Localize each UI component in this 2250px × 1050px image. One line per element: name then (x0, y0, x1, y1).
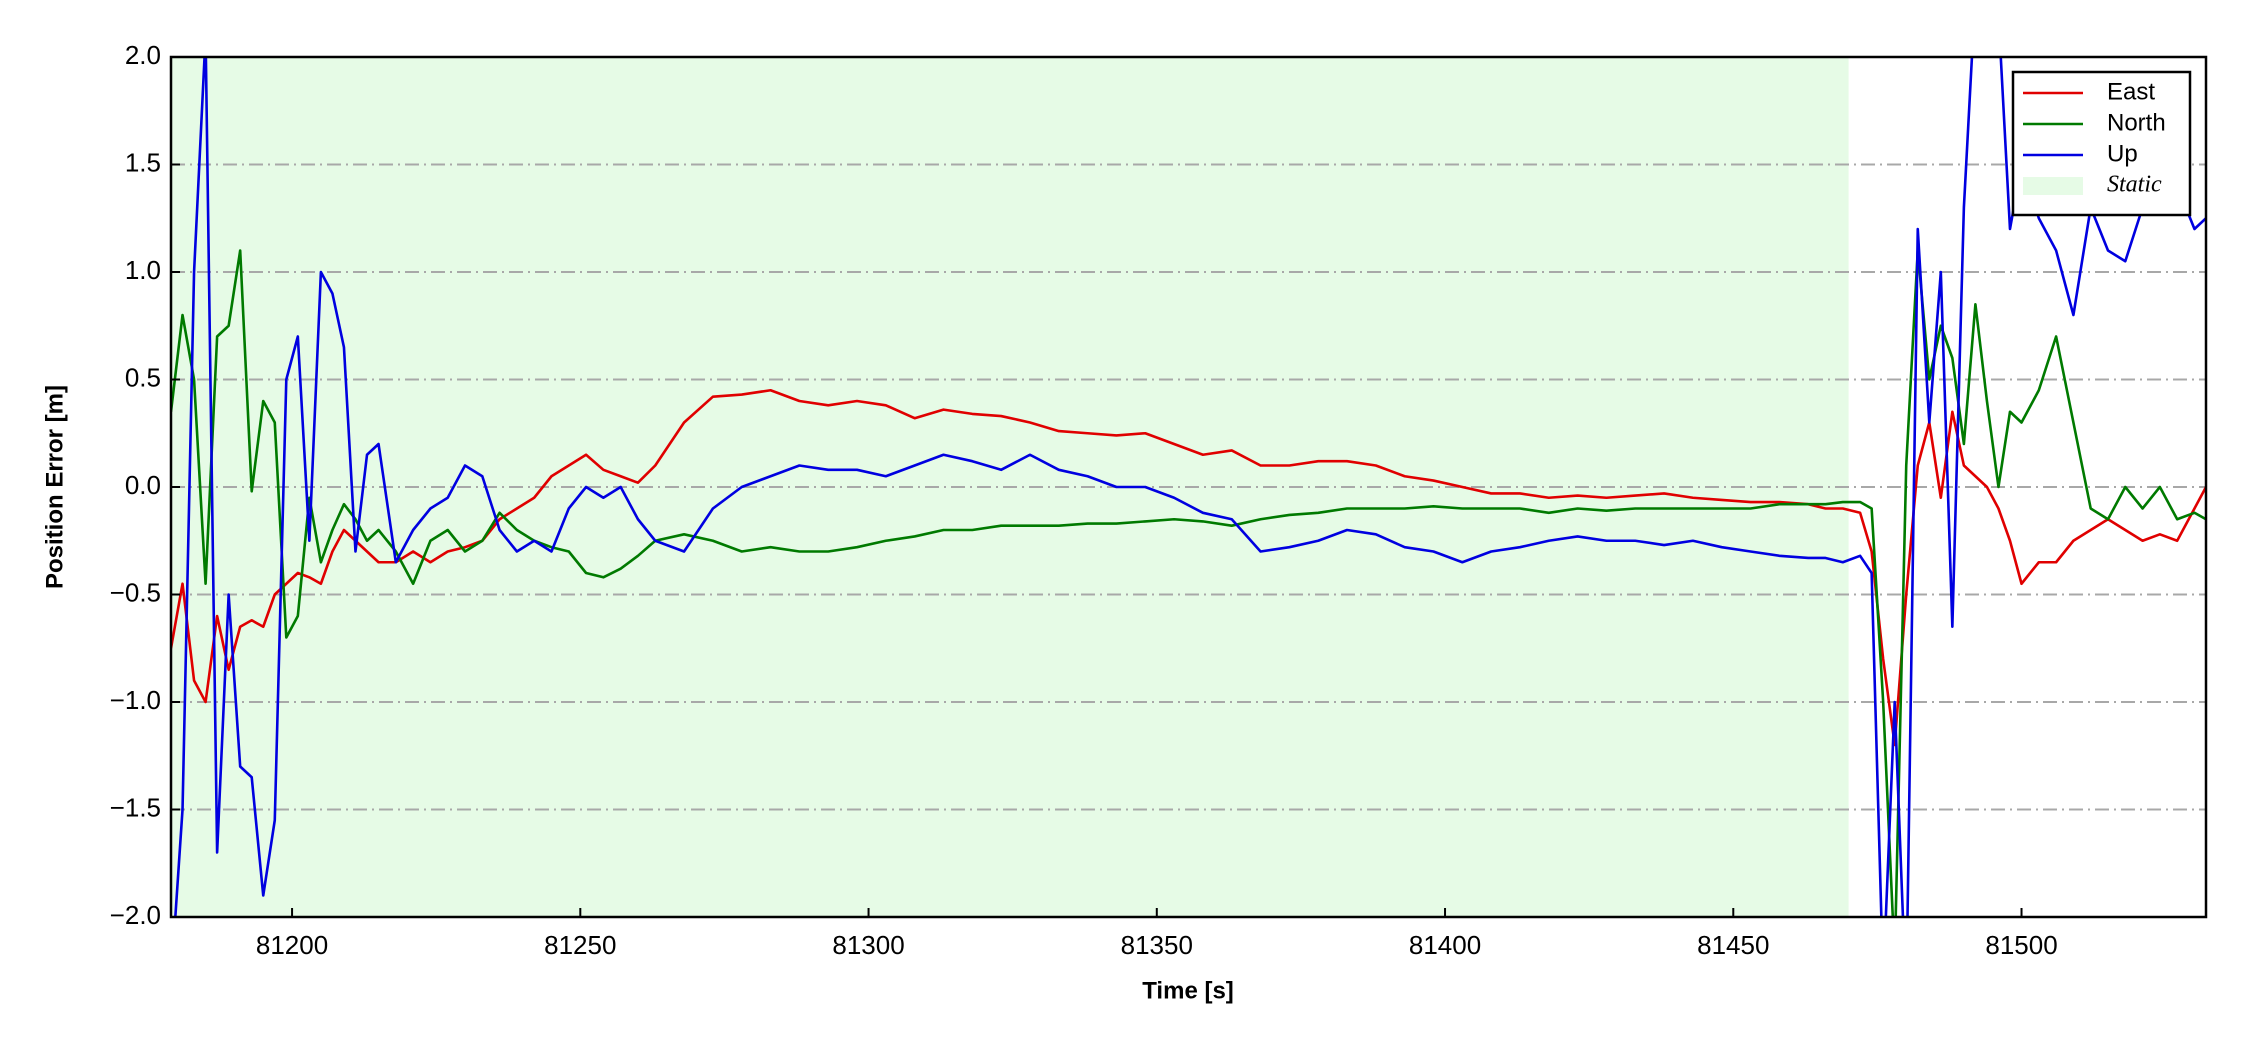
y-tick-label: 0.5 (125, 362, 161, 392)
x-tick-label: 81200 (256, 930, 328, 960)
series-line (171, 388, 2206, 747)
legend: East North Up Static (2011, 70, 2192, 217)
legend-label: North (2107, 109, 2166, 136)
x-axis-label: Time [s] (1142, 977, 1234, 1004)
y-tick-label: 2.0 (125, 40, 161, 70)
legend-label: Up (2107, 140, 2138, 167)
series-line (171, 249, 2206, 917)
y-tick-label: −1.5 (110, 792, 161, 822)
x-tick-label: 81250 (544, 930, 616, 960)
y-tick-label: −1.0 (110, 685, 161, 715)
x-tick-label: 81450 (1697, 930, 1769, 960)
y-tick-label: −0.5 (110, 577, 161, 607)
y-tick-label: −2.0 (110, 900, 161, 930)
y-tick-label: 1.0 (125, 255, 161, 285)
y-tick-label: 1.5 (125, 147, 161, 177)
plot-area (171, 57, 2206, 917)
legend-label: Static (2107, 172, 2162, 198)
legend-swatch (2023, 177, 2083, 195)
series-line (174, 57, 2206, 917)
x-tick-label: 81400 (1409, 930, 1481, 960)
x-tick-label: 81500 (1985, 930, 2057, 960)
x-tick-label: 81300 (832, 930, 904, 960)
x-tick-label: 81350 (1121, 930, 1193, 960)
legend-label: East (2107, 78, 2155, 105)
y-axis-label: Position Error [m] (41, 385, 68, 589)
y-tick-label: 0.0 (125, 470, 161, 500)
